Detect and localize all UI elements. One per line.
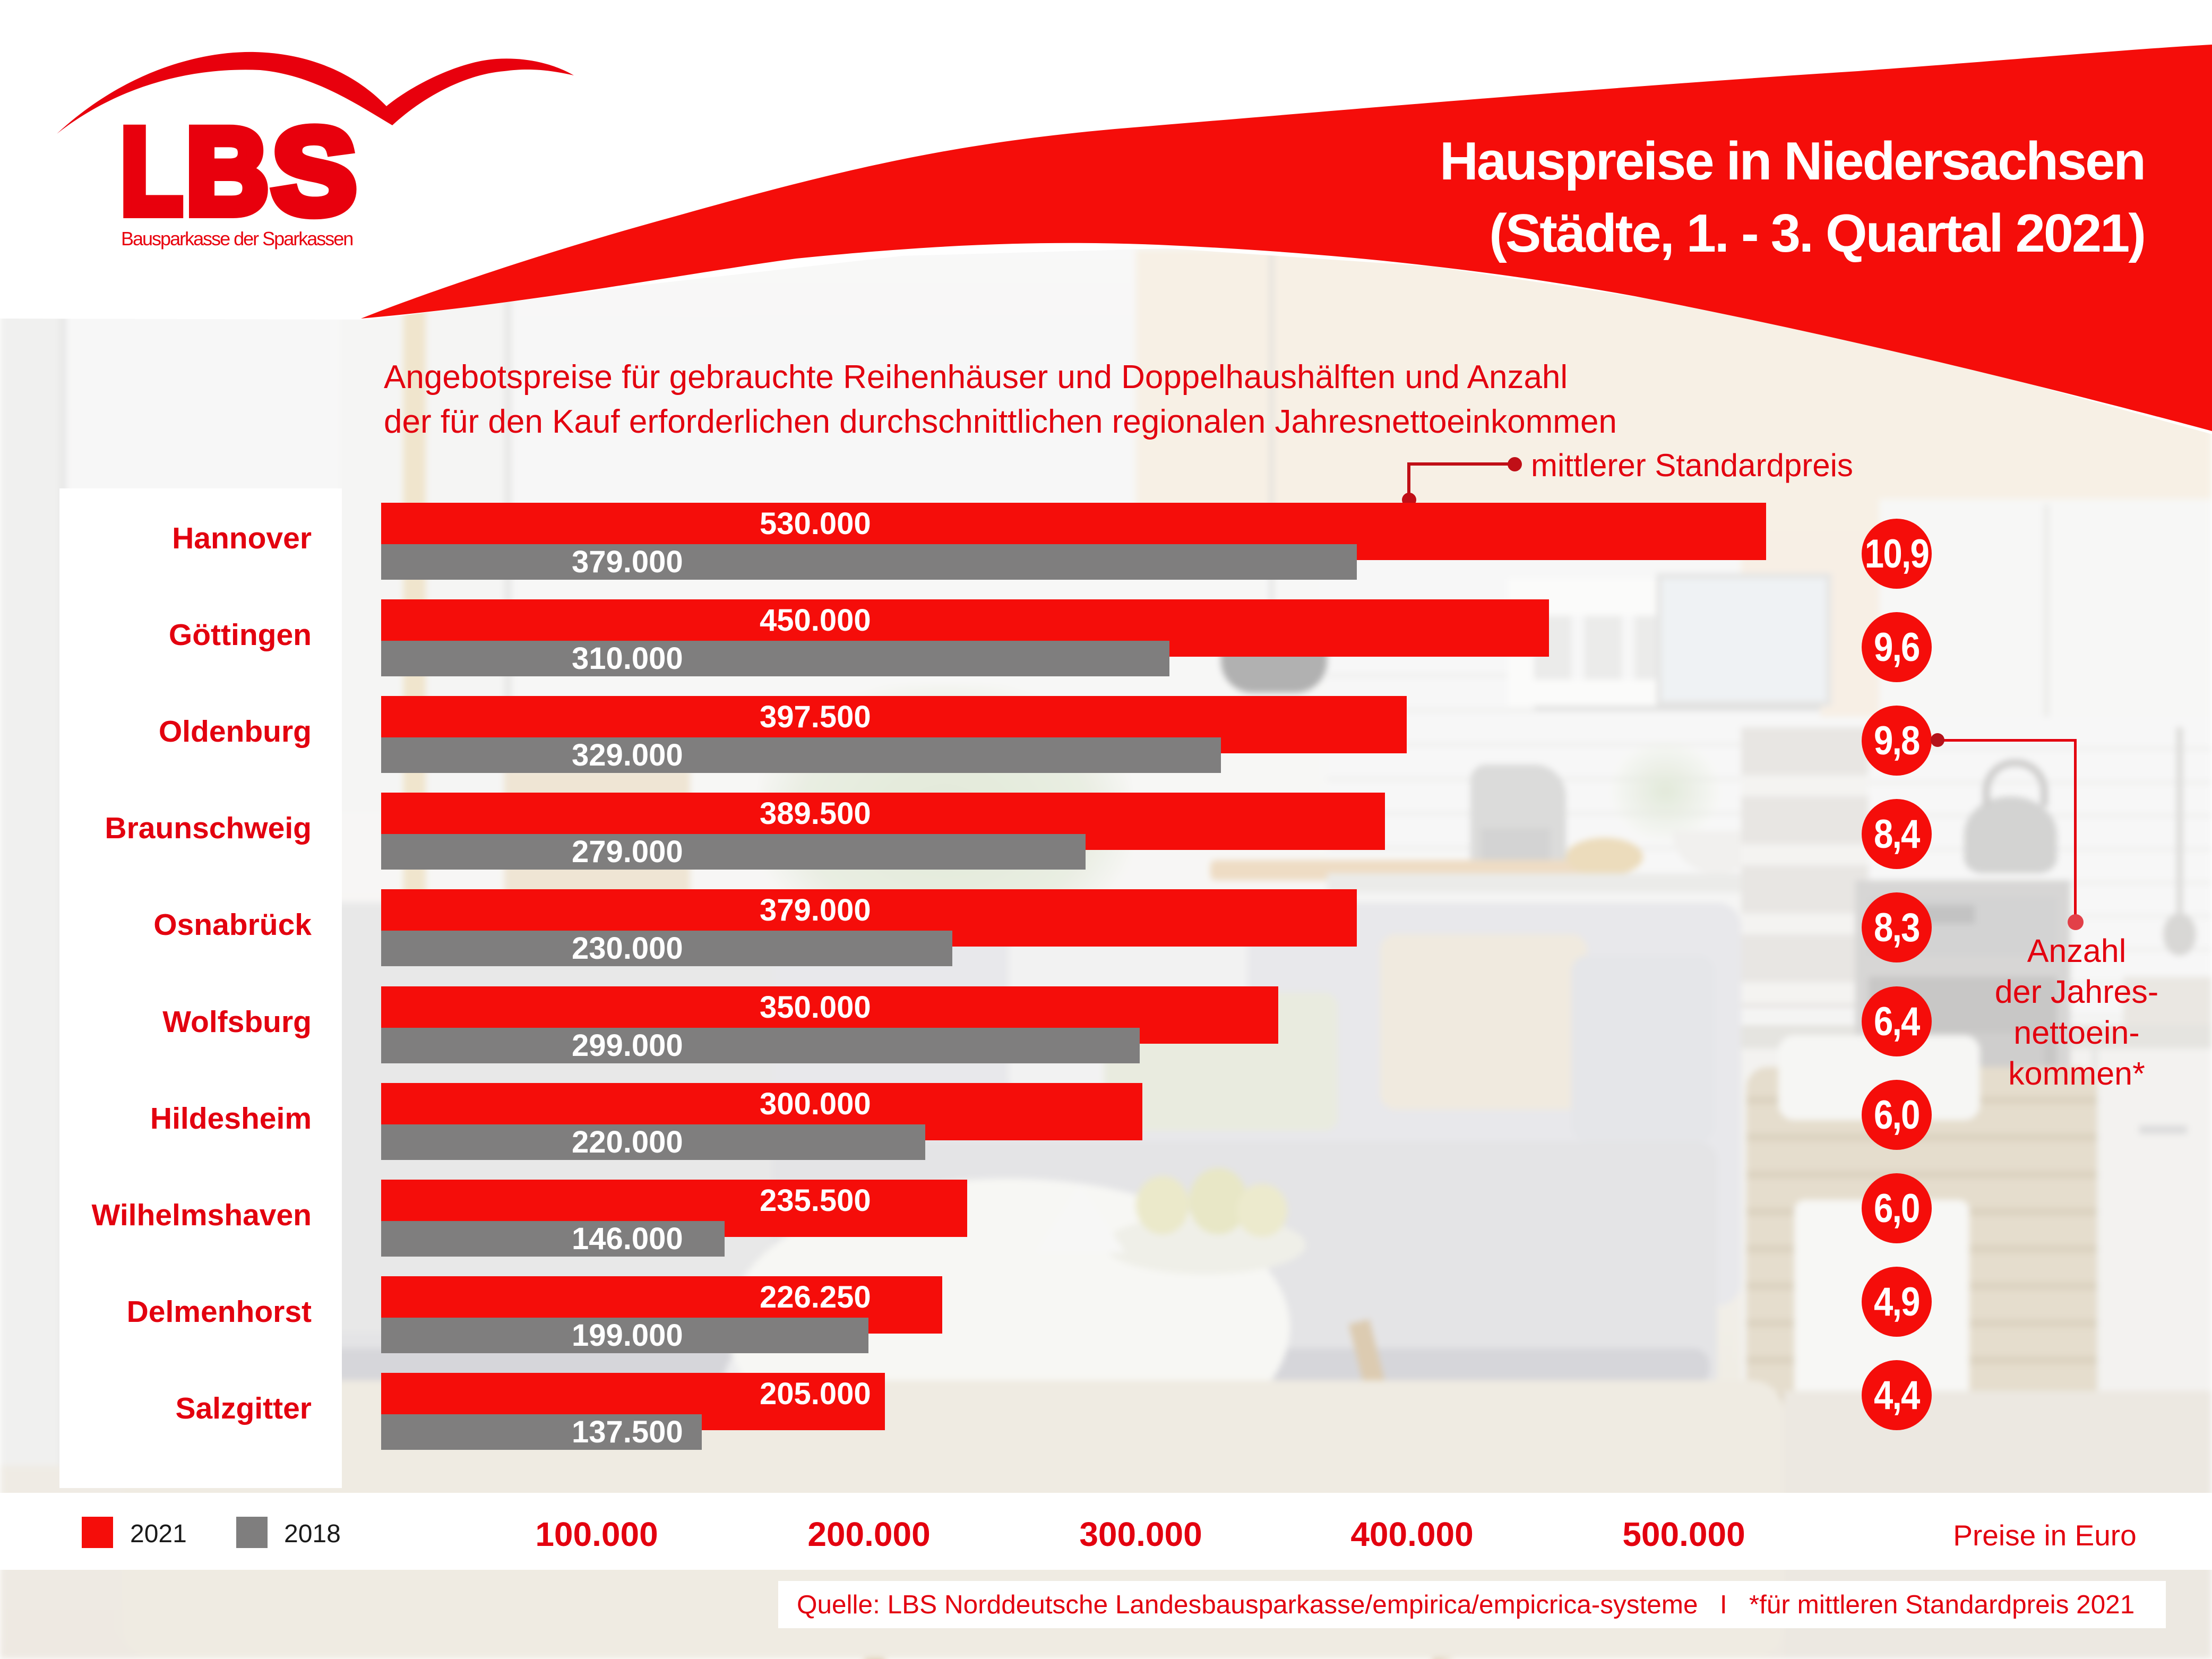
svg-text:S: S xyxy=(272,103,357,239)
svg-text:Bausparkasse der Sparkassen: Bausparkasse der Sparkassen xyxy=(121,228,352,250)
svg-text:B: B xyxy=(186,104,269,240)
svg-text:L: L xyxy=(121,103,183,239)
